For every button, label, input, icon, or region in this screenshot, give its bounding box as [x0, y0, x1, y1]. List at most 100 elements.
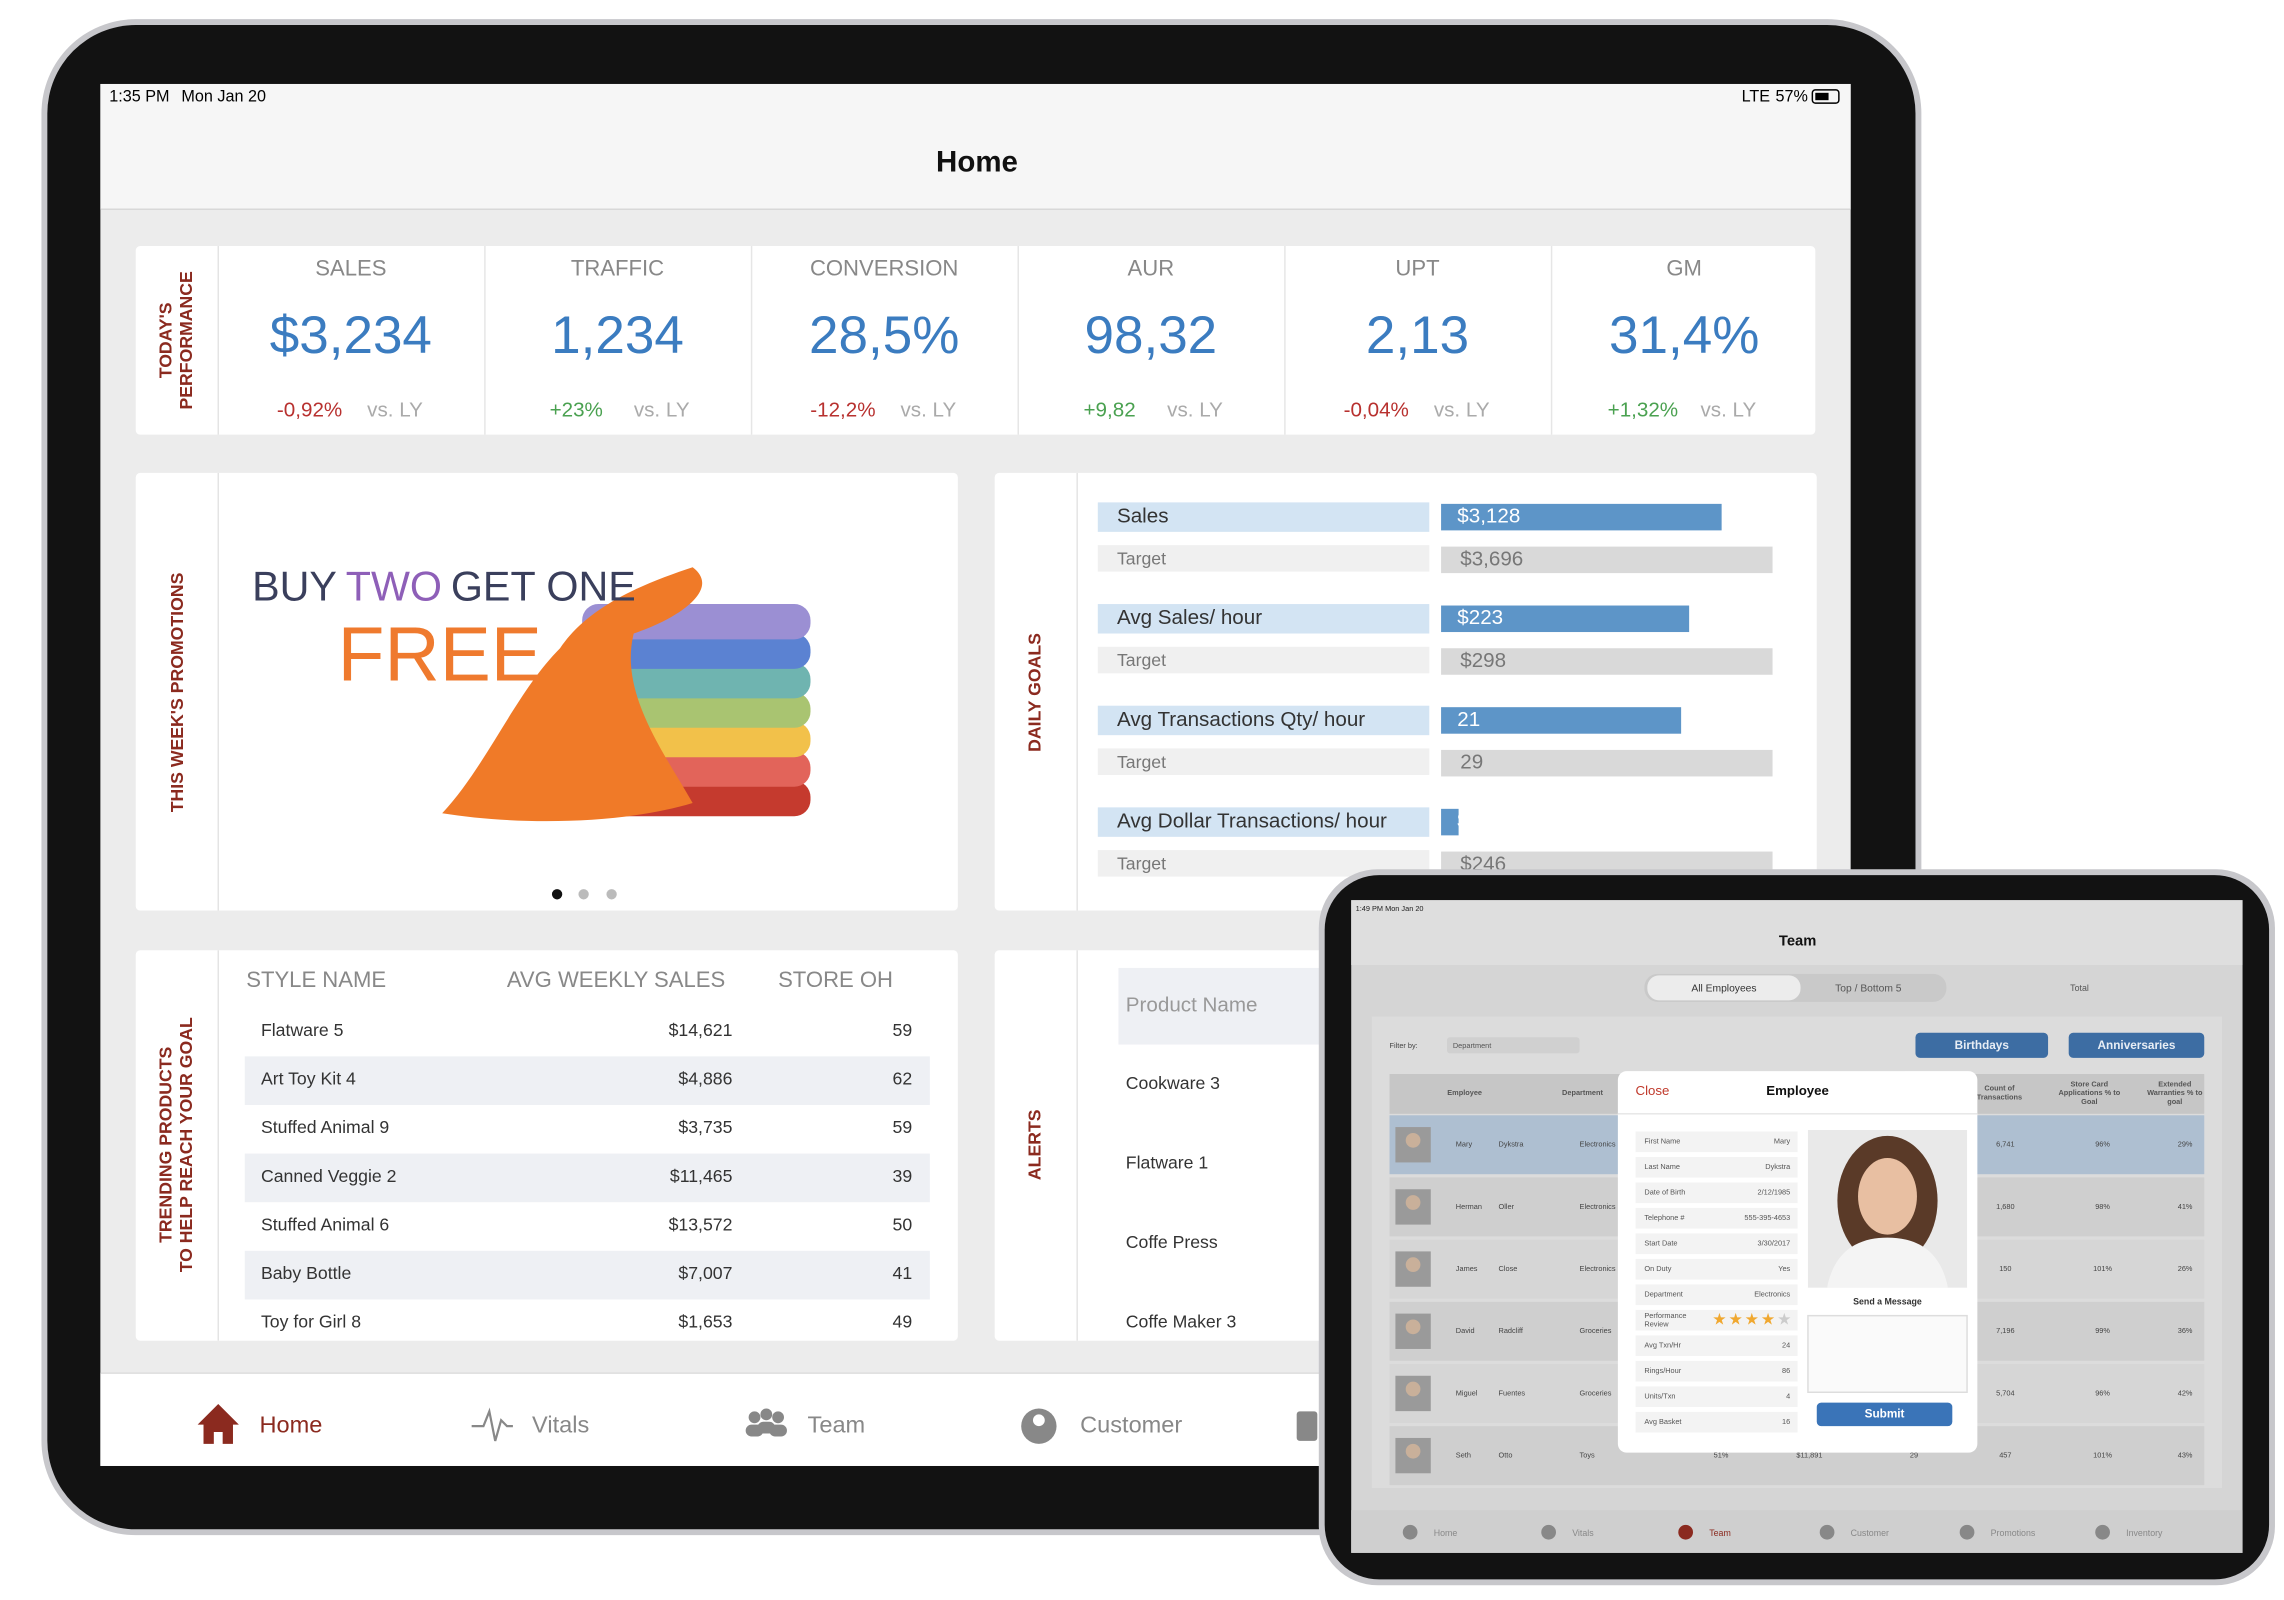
- promo-image: [442, 567, 703, 822]
- tab-label[interactable]: Customer: [1851, 1528, 1889, 1538]
- label: 1:35 PM: [109, 88, 169, 106]
- tab-label[interactable]: Team: [808, 1411, 866, 1437]
- label: Last Name: [1644, 1162, 1680, 1171]
- label[interactable]: All Employees: [1691, 983, 1756, 994]
- kpi-label: AUR: [1128, 255, 1175, 280]
- label[interactable]: Submit: [1865, 1407, 1905, 1420]
- kpi-comparison: vs. LY: [634, 399, 690, 422]
- label: Units/Txn: [1644, 1392, 1675, 1401]
- kpi-value: 2,13: [1366, 306, 1469, 365]
- cell: Electronics: [1580, 1202, 1616, 1211]
- promo-image: [582, 633, 811, 669]
- field-bg: [1635, 1360, 1798, 1382]
- cell: Mary: [1456, 1140, 1473, 1149]
- cell: Miguel: [1456, 1388, 1478, 1397]
- battery-icon: [1811, 89, 1840, 104]
- field-bg: [1635, 1258, 1798, 1280]
- target-label: Target: [1117, 549, 1166, 569]
- section-label: THIS WEEK'S PROMOTIONS: [167, 572, 187, 812]
- goal-name-bg: [1097, 604, 1430, 634]
- kpi-label: CONVERSION: [810, 255, 958, 280]
- goal-name: Avg Transactions Qty/ hour: [1117, 708, 1365, 731]
- label: Send a Message: [1853, 1297, 1922, 1307]
- cell: 29%: [2178, 1140, 2193, 1149]
- cell: David: [1456, 1326, 1475, 1335]
- label[interactable]: Anniversaries: [2098, 1039, 2176, 1052]
- tab-label[interactable]: Customer: [1080, 1411, 1182, 1437]
- column-header: Employee: [1447, 1088, 1482, 1097]
- carousel-dot[interactable]: [606, 889, 617, 900]
- section-label: TO HELP REACH YOUR GOAL: [176, 1017, 196, 1272]
- cell: $13,572: [669, 1214, 733, 1234]
- column-header: goal: [2167, 1097, 2182, 1106]
- promo-word: GET ONE: [451, 563, 636, 609]
- cell: 43%: [2178, 1451, 2193, 1460]
- kpi-change: -0,92%: [277, 399, 342, 422]
- kpi-change: +1,32%: [1608, 399, 1678, 422]
- tab-label[interactable]: Vitals: [1572, 1528, 1594, 1538]
- kpi-comparison: vs. LY: [1167, 399, 1223, 422]
- label: Mon Jan 20: [181, 88, 266, 106]
- tab-icon: [1819, 1524, 1835, 1540]
- column-header: Product Name: [1126, 994, 1258, 1017]
- label[interactable]: Birthdays: [1955, 1039, 2010, 1052]
- label[interactable]: Top / Bottom 5: [1835, 983, 1902, 994]
- cell: Otto: [1499, 1451, 1513, 1460]
- goal-name: Sales: [1117, 505, 1169, 528]
- tab-label[interactable]: Promotions: [1991, 1528, 2036, 1538]
- row-bg: [244, 1250, 930, 1300]
- target-value: $298: [1460, 649, 1506, 672]
- label[interactable]: Total: [2070, 983, 2089, 993]
- column-header: AVG WEEKLY SALES: [507, 967, 725, 992]
- column-header: Warranties % to: [2147, 1088, 2203, 1097]
- label[interactable]: Close: [1636, 1083, 1670, 1098]
- row-bg: [244, 1056, 930, 1105]
- avatar: [1405, 1381, 1421, 1397]
- label: Avg Txn/Hr: [1644, 1341, 1681, 1350]
- tab-icon: [1678, 1524, 1694, 1540]
- label: Electronics: [1754, 1290, 1790, 1299]
- kpi-value: 1,234: [551, 306, 684, 365]
- cell: Fuentes: [1499, 1388, 1526, 1397]
- kpi-value: 28,5%: [809, 306, 959, 365]
- column-header: Transactions: [1977, 1093, 2022, 1102]
- label: 1:49 PM Mon Jan 20: [1356, 904, 1424, 913]
- page-title: Home: [936, 145, 1018, 178]
- nav-header: [1351, 900, 2243, 966]
- avatar: [1405, 1132, 1421, 1148]
- tab-label[interactable]: Vitals: [532, 1411, 589, 1437]
- target-bar: [1441, 749, 1773, 777]
- label[interactable]: Department: [1453, 1041, 1491, 1050]
- cell: $11,465: [670, 1166, 733, 1186]
- tab-label[interactable]: Home: [1434, 1528, 1458, 1538]
- carousel-dot[interactable]: [551, 889, 563, 900]
- carousel-dot[interactable]: [578, 889, 589, 900]
- cell: 29: [1910, 1451, 1918, 1460]
- tab-label[interactable]: Inventory: [2126, 1528, 2163, 1538]
- kpi-change: +9,82: [1084, 399, 1136, 422]
- dropdown: [1446, 1037, 1580, 1054]
- star: ★: [1761, 1311, 1776, 1329]
- promo-offer: FREE: [338, 612, 542, 697]
- cell: Oller: [1499, 1202, 1515, 1211]
- label: 2/12/1985: [1758, 1188, 1791, 1197]
- message-input[interactable]: [1807, 1314, 1968, 1394]
- tab-label[interactable]: Team: [1709, 1528, 1731, 1538]
- goal-bar: [1441, 808, 1459, 836]
- kpi-comparison: vs. LY: [1434, 399, 1490, 422]
- cell: 99%: [2095, 1326, 2110, 1335]
- cell: 42%: [2178, 1388, 2193, 1397]
- label: Department: [1644, 1290, 1682, 1299]
- column-header: Department: [1562, 1088, 1603, 1097]
- cell: Close: [1499, 1264, 1518, 1273]
- button: [1915, 1032, 2049, 1058]
- section-label: TODAY'S: [155, 302, 175, 378]
- cell: 1,680: [1996, 1202, 2014, 1211]
- kpi-label: UPT: [1395, 255, 1439, 280]
- goal-value: $223: [1457, 606, 1503, 629]
- promo-headline: BUY TWO GET ONE: [252, 563, 636, 609]
- tab-label[interactable]: Home: [259, 1411, 322, 1437]
- goal-name: Avg Dollar Transactions/ hour: [1117, 810, 1387, 833]
- label: LTE: [1742, 88, 1771, 106]
